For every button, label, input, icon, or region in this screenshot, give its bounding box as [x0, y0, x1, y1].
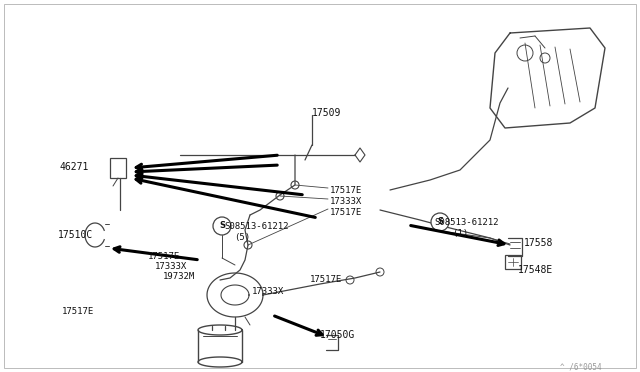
- Text: (5): (5): [234, 233, 250, 242]
- Text: 17050G: 17050G: [320, 330, 355, 340]
- Circle shape: [346, 276, 354, 284]
- Circle shape: [213, 217, 231, 235]
- Circle shape: [540, 53, 550, 63]
- Text: 17517E: 17517E: [330, 208, 362, 217]
- Text: S08513-61212: S08513-61212: [434, 218, 499, 227]
- Text: S08513-61212: S08513-61212: [224, 222, 289, 231]
- Text: S: S: [219, 221, 225, 231]
- Text: 17333X: 17333X: [252, 287, 284, 296]
- Bar: [110, 158, 126, 178]
- Circle shape: [244, 241, 252, 249]
- FancyBboxPatch shape: [505, 255, 521, 269]
- Text: 46271: 46271: [60, 162, 90, 172]
- Circle shape: [376, 268, 384, 276]
- Text: (1): (1): [452, 229, 468, 238]
- Text: 17333X: 17333X: [330, 197, 362, 206]
- Text: 17509: 17509: [312, 108, 341, 118]
- Text: 17517E: 17517E: [62, 307, 94, 316]
- Circle shape: [431, 213, 449, 231]
- Text: 17517E: 17517E: [148, 252, 180, 261]
- Text: 17517E: 17517E: [310, 275, 342, 284]
- Circle shape: [276, 192, 284, 200]
- Text: 17517E: 17517E: [330, 186, 362, 195]
- Text: 17333X: 17333X: [155, 262, 188, 271]
- Text: ^ /6*0054: ^ /6*0054: [560, 362, 602, 371]
- Text: S: S: [437, 218, 443, 227]
- Text: 17558: 17558: [524, 238, 554, 248]
- Text: 17548E: 17548E: [518, 265, 553, 275]
- Text: 19732M: 19732M: [163, 272, 195, 281]
- Circle shape: [291, 181, 299, 189]
- Text: 17510C: 17510C: [58, 230, 93, 240]
- Circle shape: [517, 45, 533, 61]
